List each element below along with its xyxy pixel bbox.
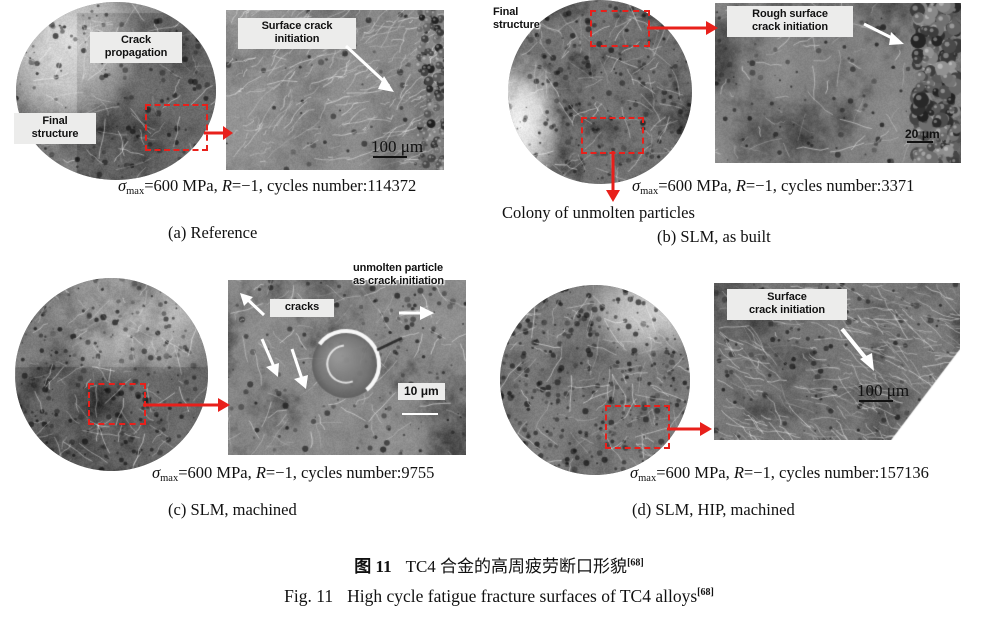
panel-a-roi-arrow: [204, 126, 233, 140]
panel-b-scalebar: 20 μm: [905, 128, 940, 143]
panel-a-r-symbol: R: [221, 176, 232, 195]
panel-d-roi-box: [605, 405, 670, 449]
figure-caption-en-text: High cycle fatigue fracture surfaces of …: [347, 586, 698, 606]
panel-a-label-crack-propagation: Crack propagation: [90, 32, 182, 63]
panel-c-arrow-upper-left: [240, 293, 266, 317]
panel-d-overview-image: [500, 285, 690, 475]
panel-d-r-symbol: R: [733, 463, 744, 482]
panel-a: Crack propagation Final structure Surfac…: [0, 0, 480, 250]
panel-d-sigma-symbol: σ: [630, 463, 639, 482]
panel-c-condition-line: σmax=600 MPa, R=−1, cycles number:9755: [152, 463, 434, 484]
panel-d-cycles-value: 157136: [879, 463, 929, 482]
panel-c-roi-box: [88, 383, 146, 425]
panel-c-label-cracks: cracks: [270, 299, 334, 317]
panel-d-sigma-value: =600 MPa,: [656, 463, 734, 482]
panel-c-r-value: =−1,: [265, 463, 302, 482]
panel-a-r-value: =−1,: [231, 176, 268, 195]
panel-d: Surface crack initiation 100 μm σmax=600…: [480, 255, 998, 530]
panel-b-r-symbol: R: [735, 176, 746, 195]
panel-b-sigma-symbol: σ: [632, 176, 641, 195]
panel-d-crack-initiation-arrow: [840, 327, 874, 371]
panel-c-sigma-subscript: max: [160, 472, 179, 484]
panel-a-sigma-subscript: max: [126, 185, 145, 197]
panel-b-scalebar-value: 20: [905, 127, 919, 141]
panel-c-sigma-symbol: σ: [152, 463, 161, 482]
panel-a-condition-line: σmax=600 MPa, R=−1, cycles number:114372: [118, 176, 416, 197]
panel-d-scalebar: 100 μm: [857, 382, 909, 402]
panel-a-crack-initiation-arrow: [344, 44, 394, 92]
panel-c-sigma-value: =600 MPa,: [178, 463, 256, 482]
panel-a-overview-image: [16, 2, 216, 180]
panel-a-cycles-value: 114372: [367, 176, 417, 195]
panel-a-caption: (a) Reference: [168, 223, 258, 242]
panel-a-sigma-symbol: σ: [118, 176, 127, 195]
panel-b-condition-line: σmax=600 MPa, R=−1, cycles number:3371: [632, 176, 914, 197]
panel-b-sigma-value: =600 MPa,: [658, 176, 736, 195]
figure-caption-en-ref: [68]: [697, 587, 714, 599]
panel-b-sigma-subscript: max: [640, 185, 659, 197]
panel-c-arrow-right: [399, 306, 434, 320]
panel-b-label-rough-surface-crack-initiation: Rough surface crack initiation: [727, 6, 853, 37]
panel-b-cycles-label: cycles number:: [781, 176, 882, 195]
panel-c-scalebar-unit: μm: [420, 384, 439, 398]
panel-b-roi-box-bottom: [581, 117, 644, 154]
figure-caption-english: Fig. 11 High cycle fatigue fracture surfa…: [0, 586, 998, 607]
panel-c-label-unmolten-particle: unmolten particle as crack initiation: [353, 262, 445, 287]
panel-d-label-surface-crack-initiation: Surface crack initiation: [727, 289, 847, 320]
panel-c-cycles-label: cycles number:: [301, 463, 402, 482]
panel-b-label-final-structure: Final structure: [493, 6, 540, 31]
figure-caption-chinese: 图 11 TC4 合金的高周疲劳断口形貌[68]: [0, 552, 998, 577]
panel-b-crack-initiation-arrow: [863, 22, 904, 45]
panel-c-cycles-value: 9755: [401, 463, 435, 482]
panel-b-caption: (b) SLM, as built: [657, 227, 771, 246]
panel-c-roi-arrow: [143, 398, 230, 412]
panel-d-condition-line: σmax=600 MPa, R=−1, cycles number:157136: [630, 463, 929, 484]
panel-c-arrow-mid-center: [290, 348, 308, 389]
panel-b-scalebar-unit: μm: [921, 127, 940, 141]
panel-b-r-value: =−1,: [745, 176, 782, 195]
panel-b: Final structure Rough surface crack init…: [480, 0, 998, 250]
panel-d-scalebar-value: 100: [857, 381, 883, 400]
panel-d-roi-arrow: [667, 422, 712, 436]
panel-b-roi-box-top: [590, 10, 650, 47]
panel-c-overview-image: [15, 278, 208, 471]
panel-a-sigma-value: =600 MPa,: [144, 176, 222, 195]
panel-a-cycles-label: cycles number:: [267, 176, 368, 195]
panel-b-cycles-value: 3371: [881, 176, 915, 195]
panel-c-scalebar-value: 10: [404, 384, 418, 398]
panel-c-arrow-mid-left: [260, 338, 279, 377]
figure-caption-cn-text: TC4 合金的高周疲劳断口形貌: [405, 557, 628, 576]
panel-a-label-final-structure: Final structure: [14, 113, 96, 144]
panel-c: unmolten particle as crack initiation cr…: [0, 255, 480, 530]
panel-a-scalebar-value: 100: [371, 137, 397, 156]
panel-c-caption: (c) SLM, machined: [168, 500, 297, 519]
panel-c-scalebar-rule: [402, 413, 438, 415]
panel-d-scalebar-unit: μm: [886, 381, 910, 400]
panel-b-roi-arrow-bottom: [606, 151, 620, 202]
panel-b-roi-arrow-top: [647, 21, 718, 35]
figure-caption-en-prefix: Fig. 11: [284, 586, 334, 606]
panel-d-r-value: =−1,: [743, 463, 780, 482]
panel-d-caption: (d) SLM, HIP, machined: [632, 500, 795, 519]
panel-a-roi-box: [145, 104, 208, 151]
panel-c-r-symbol: R: [255, 463, 266, 482]
panel-d-sigma-subscript: max: [638, 472, 657, 484]
panel-c-scalebar: 10 μm: [398, 383, 445, 400]
figure-caption-cn-ref: [68]: [627, 557, 644, 569]
panel-a-scalebar: 100 μm: [371, 138, 423, 158]
panel-d-cycles-label: cycles number:: [779, 463, 880, 482]
panel-a-scalebar-unit: μm: [400, 137, 424, 156]
panel-b-note-colony-unmolten-particles: Colony of unmolten particles: [502, 203, 695, 222]
figure-caption-cn-prefix: 图 11: [354, 557, 392, 576]
panel-a-label-surface-crack-initiation: Surface crack initiation: [238, 18, 356, 49]
